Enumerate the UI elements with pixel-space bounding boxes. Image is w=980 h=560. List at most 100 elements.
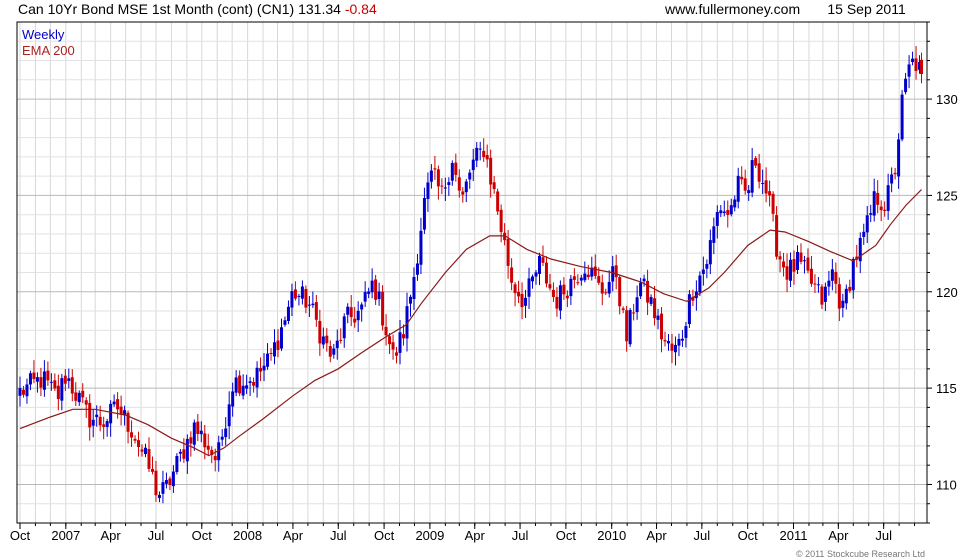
candles <box>18 46 924 504</box>
candle <box>412 267 416 310</box>
candle <box>663 331 667 347</box>
x-tick-label: 2007 <box>51 528 80 543</box>
candle <box>872 178 876 222</box>
candle <box>447 177 451 196</box>
candle <box>461 187 465 203</box>
candle <box>485 144 489 168</box>
candle <box>914 46 918 80</box>
candle <box>185 434 189 474</box>
candle <box>450 160 454 186</box>
candle <box>489 149 493 198</box>
candle <box>178 448 182 462</box>
candle <box>192 419 196 451</box>
candle <box>834 262 838 294</box>
candle <box>182 438 186 463</box>
candle <box>569 274 573 305</box>
candle <box>46 361 50 386</box>
x-tick-label: Oct <box>738 528 759 543</box>
candle <box>217 435 221 472</box>
candle <box>844 284 848 310</box>
candle <box>886 173 890 220</box>
candle <box>95 405 99 427</box>
candle <box>332 343 336 359</box>
candle <box>60 373 64 411</box>
candle <box>670 333 674 364</box>
candle <box>395 346 399 364</box>
candle <box>534 269 538 285</box>
candle <box>687 289 691 328</box>
candle <box>858 232 862 274</box>
candle <box>422 187 426 234</box>
candle <box>544 256 548 288</box>
candle <box>635 285 639 320</box>
candle <box>293 281 297 301</box>
candle <box>199 421 203 443</box>
candle <box>911 51 915 66</box>
candle <box>443 177 447 201</box>
x-tick-label: Jul <box>694 528 711 543</box>
candle <box>705 259 709 279</box>
candle <box>77 390 81 406</box>
candle <box>325 328 329 352</box>
candle <box>304 285 308 314</box>
candle <box>360 302 364 322</box>
candle <box>196 414 200 442</box>
candle <box>269 348 273 361</box>
candle <box>712 217 716 255</box>
x-tick-label: Oct <box>10 528 31 543</box>
candle <box>520 282 524 320</box>
candle <box>339 328 343 344</box>
candle <box>419 217 423 274</box>
candle <box>245 374 249 395</box>
candle <box>433 155 437 180</box>
candle <box>813 274 817 293</box>
candle <box>478 141 482 161</box>
y-tick-label: 110 <box>936 477 957 492</box>
candle <box>53 373 57 391</box>
x-tick-label: 2010 <box>597 528 626 543</box>
instrument-label: Can 10Yr Bond MSE 1st Month (cont) (CN1)… <box>18 1 341 17</box>
candle <box>164 472 168 489</box>
candle <box>119 395 123 426</box>
candle <box>63 369 67 392</box>
candle <box>290 283 294 317</box>
candle <box>35 372 39 393</box>
candle <box>342 313 346 348</box>
y-axis: 110 115 120 125 130 <box>927 21 958 524</box>
x-axis: Oct 2007 Apr Jul Oct 2008 Apr Jul Oct 2009 Apr Jul O… <box>10 523 916 543</box>
candle <box>722 200 726 217</box>
candle <box>816 277 820 293</box>
x-tick-label: Jul <box>512 528 529 543</box>
candle <box>503 223 507 246</box>
candle <box>231 382 235 417</box>
candle <box>900 90 904 142</box>
candle <box>440 178 444 195</box>
candle <box>708 229 712 275</box>
candle <box>91 409 95 438</box>
candle <box>510 258 514 291</box>
candle <box>426 172 430 212</box>
candle <box>241 374 245 400</box>
legend: Weekly EMA 200 <box>22 27 75 59</box>
x-tick-label: 2008 <box>233 528 262 543</box>
candle <box>653 285 657 326</box>
candle <box>109 400 113 437</box>
candle <box>649 294 653 307</box>
candle <box>920 52 924 84</box>
candle <box>496 188 500 215</box>
candle <box>56 374 60 411</box>
candle <box>150 456 154 475</box>
candle <box>809 255 813 287</box>
candle <box>621 306 625 314</box>
candle <box>311 291 315 308</box>
x-tick-label: Jul <box>875 528 892 543</box>
candle <box>157 491 161 503</box>
candle <box>750 147 754 198</box>
candle <box>614 254 618 290</box>
candle <box>907 55 911 89</box>
candle <box>363 281 367 307</box>
candle <box>841 293 845 318</box>
y-tick-label: 130 <box>936 92 958 107</box>
candle <box>262 353 266 382</box>
candle <box>32 360 36 384</box>
